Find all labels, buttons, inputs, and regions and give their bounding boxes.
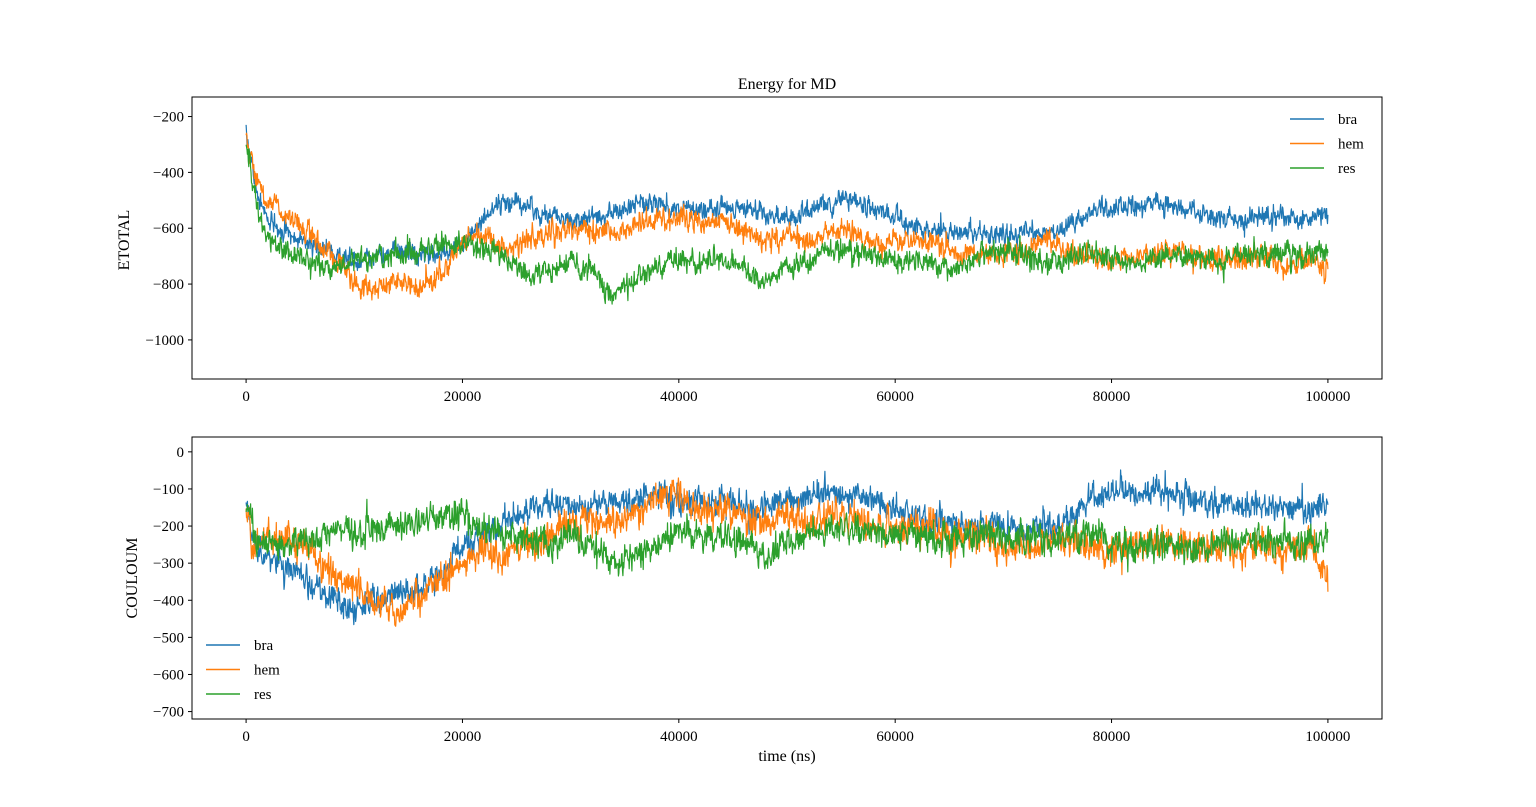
couloum-y-tick-label: −300 [153,556,184,572]
etotal-series-hem-line [245,132,1329,301]
couloum-axes-frame [191,436,1383,720]
couloum-y-tick-label: −100 [153,482,184,498]
etotal-x-tick-label: 0 [242,389,250,405]
etotal-x-tick-label: 100000 [1305,389,1350,405]
etotal-legend-label-hem: hem [1338,137,1364,153]
etotal-y-axis-label: ETOTAL [116,210,133,271]
etotal-series-bra-line [245,124,1329,272]
x-axis-label: time (ns) [758,748,815,765]
etotal-panel: 0 20000 40000 60000 80000 100000 −1000 −800 −60… [116,96,1383,405]
etotal-series-group [245,124,1329,305]
etotal-y-ticks: −1000 −800 −600 −400 −200 [146,110,192,349]
couloum-y-tick-label: −500 [153,630,184,646]
couloum-legend-label-res: res [254,687,272,703]
couloum-x-tick-label: 80000 [1093,729,1131,745]
etotal-legend-label-bra: bra [1338,112,1357,128]
etotal-y-tick-label: −600 [153,221,184,237]
etotal-series-res-line [245,144,1329,305]
couloum-series-hem-line [245,477,1329,627]
couloum-legend-label-hem: hem [254,663,280,679]
etotal-x-ticks: 0 20000 40000 60000 80000 100000 [242,379,1350,405]
couloum-y-tick-label: −400 [153,593,184,609]
etotal-x-tick-label: 40000 [660,389,698,405]
couloum-y-tick-label: −600 [153,667,184,683]
couloum-series-group [245,469,1329,627]
couloum-y-axis-label: COULOUM [124,538,141,619]
couloum-y-tick-label: −700 [153,705,184,721]
couloum-y-ticks: −700 −600 −500 −400 −300 −200 −100 0 [153,445,192,721]
couloum-legend-label-bra: bra [254,638,273,654]
etotal-x-tick-label: 60000 [876,389,914,405]
etotal-y-tick-label: −800 [153,277,184,293]
couloum-series-res-line [245,497,1329,577]
couloum-y-tick-label: 0 [177,445,185,461]
etotal-axes-frame [191,96,1383,380]
etotal-y-tick-label: −400 [153,165,184,181]
couloum-legend: bra hem res [206,638,280,703]
etotal-x-tick-label: 80000 [1093,389,1131,405]
couloum-x-tick-label: 0 [242,729,250,745]
etotal-legend-label-res: res [1338,161,1356,177]
couloum-y-tick-label: −200 [153,519,184,535]
couloum-x-tick-label: 20000 [444,729,482,745]
couloum-panel: 0 20000 40000 60000 80000 100000 −700 −600 −500… [124,436,1383,745]
couloum-x-tick-label: 60000 [876,729,914,745]
etotal-y-tick-label: −1000 [146,333,184,349]
etotal-y-tick-label: −200 [153,110,184,126]
couloum-x-tick-label: 40000 [660,729,698,745]
etotal-x-tick-label: 20000 [444,389,482,405]
couloum-x-ticks: 0 20000 40000 60000 80000 100000 [242,719,1350,745]
couloum-x-tick-label: 100000 [1305,729,1350,745]
etotal-legend: bra hem res [1290,112,1364,177]
chart-title: Energy for MD [738,76,836,93]
